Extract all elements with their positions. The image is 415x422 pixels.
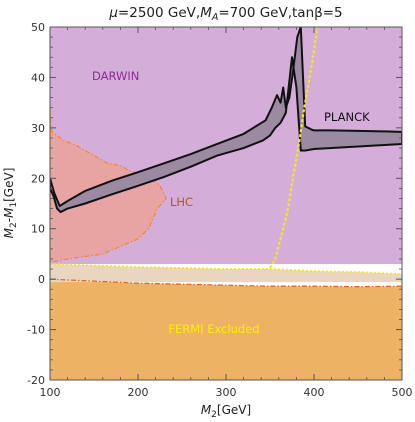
- yellow-band-line: [50, 263, 402, 275]
- lhc-label: LHC: [170, 195, 193, 209]
- fermi-region: [50, 279, 402, 380]
- yellow-dashed-line: [269, 27, 319, 269]
- y-tick-label: -10: [27, 324, 45, 337]
- axis-ticks: 100 200 300 400 500 -20 -10 0 10 20 30 40 50: [27, 21, 412, 399]
- chart-title: μ=2500 GeV,MA=700 GeV,tanβ=5: [108, 5, 342, 23]
- y-tick-label: 30: [31, 122, 45, 135]
- fermi-boundary-line: [50, 278, 402, 288]
- planck-label: PLANCK: [324, 110, 370, 124]
- y-tick-label: 40: [31, 71, 45, 84]
- planck-band: [50, 27, 402, 214]
- darwin-label: DARWIN: [92, 69, 139, 83]
- plot-area: DARWIN PLANCK LHC FERMI Excluded: [50, 27, 402, 380]
- x-tick-label: 400: [304, 386, 325, 399]
- x-tick-label: 200: [128, 386, 149, 399]
- y-tick-label: -20: [27, 374, 45, 387]
- y-tick-label: 20: [31, 172, 45, 185]
- x-tick-label: 300: [216, 386, 237, 399]
- y-tick-label: 10: [31, 223, 45, 236]
- x-axis-label: M2[GeV]: [201, 403, 251, 420]
- y-tick-label: 0: [38, 273, 45, 286]
- yellow-band-region: [50, 264, 402, 283]
- fermi-label: FERMI Excluded: [168, 322, 259, 336]
- y-axis-label: M2-M1[GeV]: [2, 168, 19, 239]
- y-tick-label: 50: [31, 21, 45, 34]
- x-tick-label: 500: [392, 386, 413, 399]
- x-tick-label: 100: [40, 386, 61, 399]
